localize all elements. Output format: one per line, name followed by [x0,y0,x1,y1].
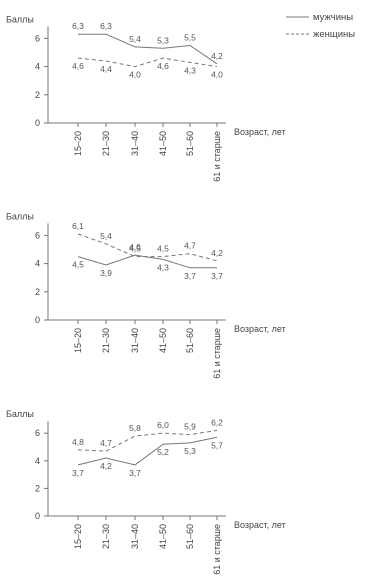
x-tick-label: 51–60 [185,131,195,156]
data-label: 4,4 [100,64,112,74]
x-tick-label: 31–40 [130,131,140,156]
data-label: 3,7 [184,271,196,281]
data-label: 4,6 [72,61,84,71]
series-line-men [77,436,218,466]
data-label: 3,7 [72,468,84,478]
x-tick-label: 31–40 [130,328,140,353]
x-tick-label: 41–50 [158,131,168,156]
x-tick-label: 51–60 [185,328,195,353]
series-line-women [77,233,218,262]
y-axis-label: Баллы [6,211,34,221]
x-tick-label: 51–60 [185,524,195,549]
y-tick-label: 4 [35,259,40,269]
x-tick-label: 31–40 [130,524,140,549]
data-label: 5,2 [157,447,169,457]
x-tick-label: 21–30 [101,131,111,156]
data-label: 5,8 [129,423,141,433]
chart-panel-2: Баллы 0 2 4 6 15–20 21–30 31–40 41–50 51–60 61 и с… [6,211,286,378]
y-tick-label: 6 [35,33,40,43]
x-tick-label: 21–30 [101,328,111,353]
y-tick-label: 0 [35,118,40,128]
series-line-women [77,57,218,68]
y-tick-label: 6 [35,230,40,240]
series-line-men [78,33,218,65]
x-axis-label: Возраст, лет [234,127,286,137]
legend: мужчины женщины [286,12,355,40]
series-line-women [77,429,218,452]
data-label: 4,2 [211,51,223,61]
chart-panel-1: Баллы 0 2 4 6 15–20 21–30 31–40 41–50 51–60 61 и с… [6,14,286,181]
x-tick-label: 15–20 [73,524,83,549]
chart-panel-3: Баллы 0 2 4 6 15–20 21–30 31–40 41–50 51–60 61 и с… [6,409,286,575]
data-label: 4,7 [100,438,112,448]
data-label: 6,2 [211,417,223,427]
legend-label-women: женщины [313,29,355,40]
x-tick-label: 61 и старше [212,328,222,379]
x-tick-label: 15–20 [73,131,83,156]
data-label: 4,5 [72,260,84,270]
y-tick-label: 2 [35,483,40,493]
y-tick-label: 0 [35,315,40,325]
data-label: 6,0 [157,420,169,430]
data-label: 5,4 [100,231,112,241]
x-tick-label: 61 и старше [212,131,222,182]
y-tick-label: 2 [35,287,40,297]
data-label: 4,5 [129,244,141,254]
y-axis-label: Баллы [6,14,34,24]
y-tick-label: 4 [35,456,40,466]
x-axis-label: Возраст, лет [234,324,286,334]
data-label: 4,3 [184,65,196,75]
y-tick-label: 4 [35,62,40,72]
data-label: 4,8 [72,437,84,447]
data-label: 4,0 [211,70,223,80]
data-label: 5,9 [184,422,196,432]
data-label: 4,2 [211,248,223,258]
x-tick-label: 15–20 [73,328,83,353]
data-label: 4,0 [129,70,141,80]
data-label: 4,7 [184,241,196,251]
series-line-men [77,254,217,269]
data-label: 4,2 [100,461,112,471]
data-label: 4,6 [129,242,141,252]
data-label: 5,5 [184,32,196,42]
y-tick-label: 6 [35,428,40,438]
data-label: 6,3 [100,21,112,31]
x-tick-label: 61 и старше [212,524,222,575]
x-axis-label: Возраст, лет [234,520,286,530]
data-label: 3,7 [211,271,223,281]
y-tick-label: 2 [35,90,40,100]
data-label: 6,1 [72,221,84,231]
data-label: 4,3 [157,262,169,272]
x-tick-label: 41–50 [158,524,168,549]
data-label: 3,9 [100,268,112,278]
x-tick-label: 41–50 [158,328,168,353]
data-label: 5,4 [129,34,141,44]
y-tick-label: 0 [35,511,40,521]
x-tick-label: 21–30 [101,524,111,549]
data-label: 5,7 [211,440,223,450]
data-label: 5,3 [184,446,196,456]
data-label: 4,6 [157,61,169,71]
data-label: 6,3 [72,21,84,31]
y-axis-label: Баллы [6,409,34,419]
legend-label-men: мужчины [313,12,353,23]
data-label: 5,3 [157,35,169,45]
data-label: 3,7 [129,468,141,478]
data-label: 4,5 [157,244,169,254]
